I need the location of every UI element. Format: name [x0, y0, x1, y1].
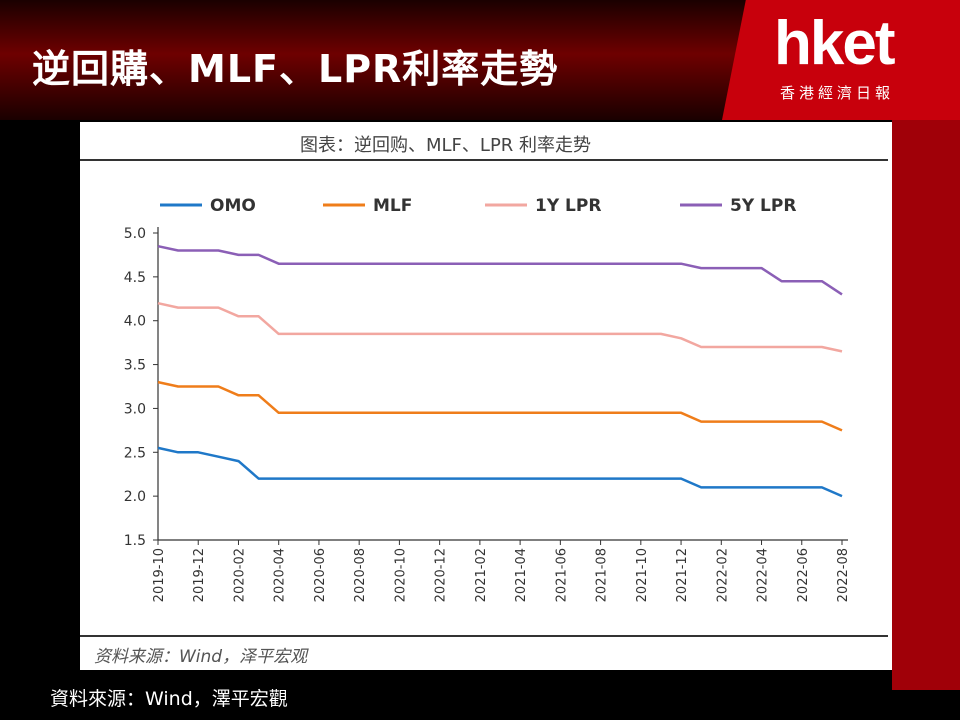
legend-label: MLF: [373, 196, 412, 216]
legend-label: OMO: [210, 196, 256, 216]
y-tick-label: 4.5: [124, 270, 146, 286]
side-decoration: [892, 120, 960, 690]
logo-wordmark: hket: [774, 9, 895, 78]
series-line: [157, 244, 843, 296]
x-tick-label: 2021-06: [554, 548, 569, 602]
x-tick-label: 2021-02: [474, 548, 489, 602]
y-tick-label: 2.5: [124, 445, 146, 461]
x-tick-label: 2020-04: [273, 548, 288, 602]
logo-subtitle: 香港經濟日報: [780, 84, 895, 102]
x-tick-label: 2022-08: [836, 548, 851, 602]
x-tick-label: 2022-04: [756, 548, 771, 602]
legend-label: 1Y LPR: [535, 196, 601, 216]
chart-axes: 1.5 2.0 2.5 3.0 3.5 4.0 4.5 5.0 2019-10 2019-12 20…: [124, 226, 851, 602]
x-tick-label: 2020-08: [353, 548, 368, 602]
x-tick-label: 2022-02: [715, 548, 730, 602]
page-title: 逆回購、MLF、LPR利率走勢: [32, 47, 559, 91]
legend-label: 5Y LPR: [730, 196, 796, 216]
x-tick-label: 2020-12: [434, 548, 449, 602]
series-line: [157, 380, 843, 432]
rate-chart: 图表：逆回购、MLF、LPR 利率走势 OMO MLF 1Y LPR 5Y LPR 1…: [80, 135, 888, 667]
y-tick-label: 2.0: [124, 489, 146, 505]
series-line: [157, 301, 843, 353]
y-tick-label: 3.0: [124, 401, 146, 417]
y-tick-label: 5.0: [124, 226, 146, 242]
x-tick-label: 2019-12: [192, 548, 207, 602]
x-tick-label: 2021-08: [595, 548, 610, 602]
chart-series: [157, 244, 843, 498]
chart-legend: OMO MLF 1Y LPR 5Y LPR: [160, 196, 796, 216]
x-tick-label: 2021-04: [514, 548, 529, 602]
series-line: [157, 446, 843, 498]
x-tick-label: 2020-10: [393, 548, 408, 602]
x-tick-label: 2020-06: [313, 548, 328, 602]
x-tick-label: 2021-10: [635, 548, 650, 602]
y-tick-label: 4.0: [124, 314, 146, 330]
chart-title: 图表：逆回购、MLF、LPR 利率走势: [300, 135, 591, 156]
source-footer: 資料來源：Wind，澤平宏觀: [50, 688, 288, 710]
x-tick-label: 2022-06: [796, 548, 811, 602]
brand-logo: hket 香港經濟日報: [722, 0, 960, 120]
x-tick-label: 2019-10: [152, 548, 167, 602]
y-tick-label: 1.5: [124, 533, 146, 549]
chart-panel: 图表：逆回购、MLF、LPR 利率走势 OMO MLF 1Y LPR 5Y LPR 1…: [80, 122, 892, 670]
x-tick-label: 2020-02: [232, 548, 247, 602]
chart-note: 资料来源：Wind，泽平宏观: [94, 647, 309, 667]
x-tick-label: 2021-12: [675, 548, 690, 602]
y-tick-label: 3.5: [124, 358, 146, 374]
